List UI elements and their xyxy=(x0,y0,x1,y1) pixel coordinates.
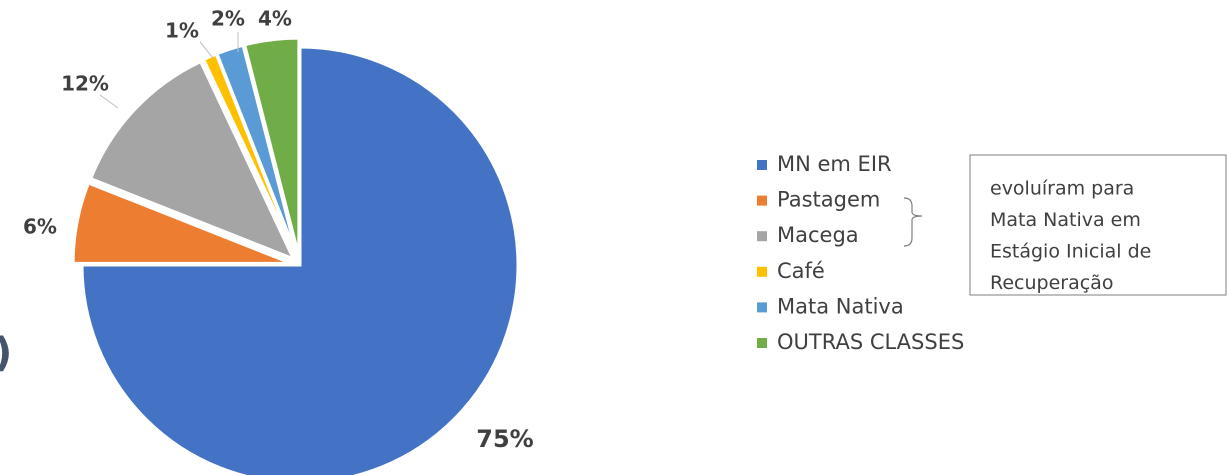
leader-line xyxy=(199,41,214,59)
pie-slice xyxy=(88,59,297,262)
annotation-text: Mata Nativa em xyxy=(990,209,1141,231)
legend-swatch xyxy=(757,195,767,206)
data-label: 2% xyxy=(211,7,245,31)
data-label: 6% xyxy=(23,215,57,239)
pie-slice xyxy=(80,45,520,475)
pie-slice xyxy=(71,181,292,265)
leader-line xyxy=(99,94,119,109)
legend-label: OUTRAS CLASSES xyxy=(777,330,964,354)
data-label: 75% xyxy=(476,425,533,453)
legend-swatch xyxy=(757,302,767,313)
legend-swatch xyxy=(757,338,767,348)
cropped-text: ) xyxy=(0,330,12,376)
legend-label: MN em EIR xyxy=(777,152,892,176)
legend-swatch xyxy=(757,231,767,242)
data-label: 12% xyxy=(61,72,109,96)
brace xyxy=(903,197,923,247)
annotation-box xyxy=(969,154,1227,296)
data-label: 4% xyxy=(258,7,292,31)
legend-label: Pastagem xyxy=(777,188,880,212)
annotation-text: Recuperação xyxy=(990,272,1113,294)
annotation-text: Estágio Inicial de xyxy=(990,241,1151,263)
legend-label: Mata Nativa xyxy=(777,294,904,318)
pie-slice xyxy=(242,36,301,257)
data-label: 1% xyxy=(165,19,199,43)
legend-label: Macega xyxy=(777,223,859,247)
legend-swatch xyxy=(757,266,767,277)
annotation-text: evoluíram para xyxy=(990,178,1134,200)
legend-label: Café xyxy=(777,259,825,283)
legend-swatch xyxy=(757,160,767,170)
pie-slice xyxy=(215,43,299,257)
